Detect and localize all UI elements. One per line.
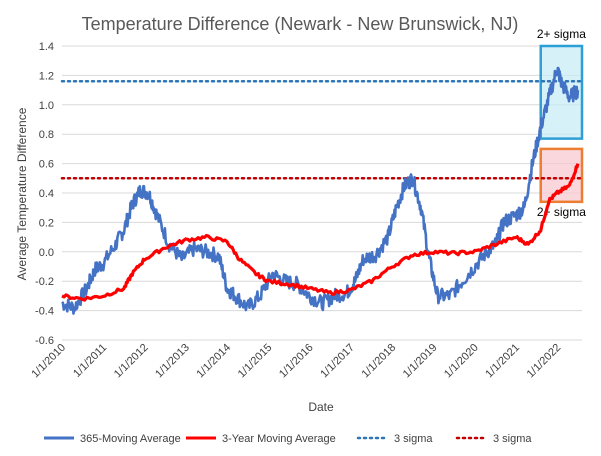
legend-label: 3 sigma [394,433,433,445]
x-tick-label: 1/1/2015 [236,342,275,381]
y-tick-label: 0.4 [39,188,54,200]
x-tick-label: 1/1/2014 [194,342,233,381]
legend-label: 365-Moving Average [80,433,181,445]
x-tick-label: 1/1/2020 [442,342,481,381]
y-tick-label: -0.4 [35,306,54,318]
y-tick-label: 0.6 [39,159,54,171]
y-tick-label: 1.2 [39,70,54,82]
y-tick-label: 0.8 [39,129,54,141]
x-tick-label: 1/1/2017 [318,342,357,381]
series-line-3-year-moving-average [61,163,580,302]
x-tick-label: 1/1/2010 [29,342,68,381]
series-lines [61,66,580,315]
x-tick-label: 1/1/2016 [277,342,316,381]
x-tick-label: 1/1/2022 [525,342,564,381]
x-tick-label: 1/1/2012 [112,342,151,381]
y-tick-label: -0.6 [35,335,54,347]
y-tick-labels: -0.6 -0.4 -0.2 0.0 0.2 0.4 0.6 0.8 1.0 1.2 1.4 [35,41,54,347]
x-axis-label: Date [308,400,334,414]
x-tick-label: 1/1/2021 [483,342,522,381]
x-tick-label: 1/1/2018 [360,342,399,381]
x-tick-labels: 1/1/2010 1/1/2011 1/1/2012 1/1/2013 1/1/2014… [29,342,563,381]
y-tick-label: 0.2 [39,217,54,229]
legend-label: 3-Year Moving Average [222,433,336,445]
y-tick-label: 1.4 [39,41,54,53]
y-tick-label: 0.0 [39,247,54,259]
y-tick-label: 1.0 [39,100,54,112]
x-tick-label: 1/1/2019 [401,342,440,381]
legend-label: 3 sigma [493,433,532,445]
chart-title: Temperature Difference (Newark - New Bru… [82,14,519,34]
x-tick-label: 1/1/2011 [71,342,109,380]
annotation-box [539,147,584,204]
x-tick-label: 1/1/2013 [153,342,192,381]
legend: 365-Moving Average 3-Year Moving Average 3… [44,433,532,445]
series-line-365-moving-average [61,66,580,315]
reference-lines [60,80,584,180]
y-axis-label: Average Temperature Difference [15,107,29,280]
annotation-label: 2+ sigma [537,27,586,41]
y-tick-label: -0.2 [35,276,54,288]
annotation-label: 2+ sigma [537,205,586,219]
